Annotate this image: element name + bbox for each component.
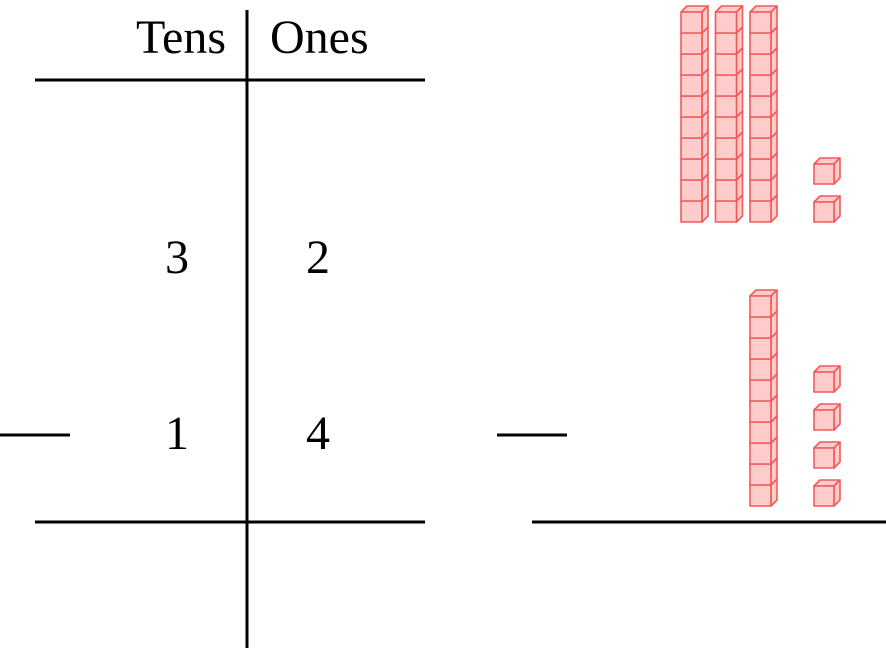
cube-front: [749, 32, 772, 55]
cube-front: [714, 200, 738, 223]
cube-front: [680, 158, 703, 181]
ten-rod: [749, 289, 778, 507]
cube-front: [749, 463, 772, 486]
digit: 3: [165, 231, 189, 284]
cube: [813, 365, 841, 393]
cube-front: [680, 74, 703, 97]
cube-front: [749, 400, 772, 423]
cube: [813, 403, 841, 431]
cube: [749, 289, 778, 318]
cube-side: [770, 5, 778, 34]
cube-front: [749, 358, 772, 381]
cube-front: [714, 158, 738, 181]
cube-front: [749, 137, 772, 160]
cube-front: [749, 74, 772, 97]
ten-rod: [680, 5, 709, 223]
cube: [813, 479, 841, 507]
cube-front: [749, 179, 772, 202]
cube-front: [714, 179, 738, 202]
cube-side: [770, 289, 778, 318]
cube-front: [714, 32, 738, 55]
cube: [680, 5, 709, 34]
cube-front: [749, 295, 772, 318]
cube: [813, 441, 841, 469]
cube-front: [749, 337, 772, 360]
cube-front: [714, 95, 738, 118]
digit: 1: [165, 407, 189, 460]
cube-front: [749, 316, 772, 339]
cube: [714, 5, 744, 34]
cube-front: [813, 163, 835, 185]
cube-front: [749, 53, 772, 76]
cube-front: [749, 11, 772, 34]
base-ten-blocks: [680, 5, 841, 507]
cube-front: [714, 53, 738, 76]
cube-front: [680, 200, 703, 223]
cube-front: [714, 137, 738, 160]
cube-front: [749, 200, 772, 223]
header-ones: Ones: [270, 11, 369, 64]
cube-front: [813, 371, 835, 393]
cube-front: [749, 158, 772, 181]
cube-front: [813, 201, 835, 223]
cube-front: [714, 74, 738, 97]
cube-front: [813, 409, 835, 431]
cube-front: [749, 95, 772, 118]
cube-front: [680, 137, 703, 160]
cube-front: [714, 11, 738, 34]
cube-front: [680, 53, 703, 76]
cube: [749, 5, 778, 34]
header-tens: Tens: [136, 11, 226, 64]
cube-front: [749, 379, 772, 402]
ten-rod: [749, 5, 778, 223]
cube: [813, 195, 841, 223]
cube-front: [749, 484, 772, 507]
cube-front: [680, 116, 703, 139]
cube-front: [813, 485, 835, 507]
cube-front: [680, 11, 703, 34]
cube-front: [749, 116, 772, 139]
cube-side: [735, 5, 744, 34]
cube-front: [813, 447, 835, 469]
cube-front: [680, 179, 703, 202]
digit: 4: [306, 407, 330, 460]
cube-front: [680, 95, 703, 118]
cube: [813, 157, 841, 185]
cube-side: [701, 5, 709, 34]
cube-front: [714, 116, 738, 139]
ten-rod: [714, 5, 744, 223]
cube-front: [749, 421, 772, 444]
cube-front: [680, 32, 703, 55]
cube-front: [749, 442, 772, 465]
digit: 2: [306, 231, 330, 284]
